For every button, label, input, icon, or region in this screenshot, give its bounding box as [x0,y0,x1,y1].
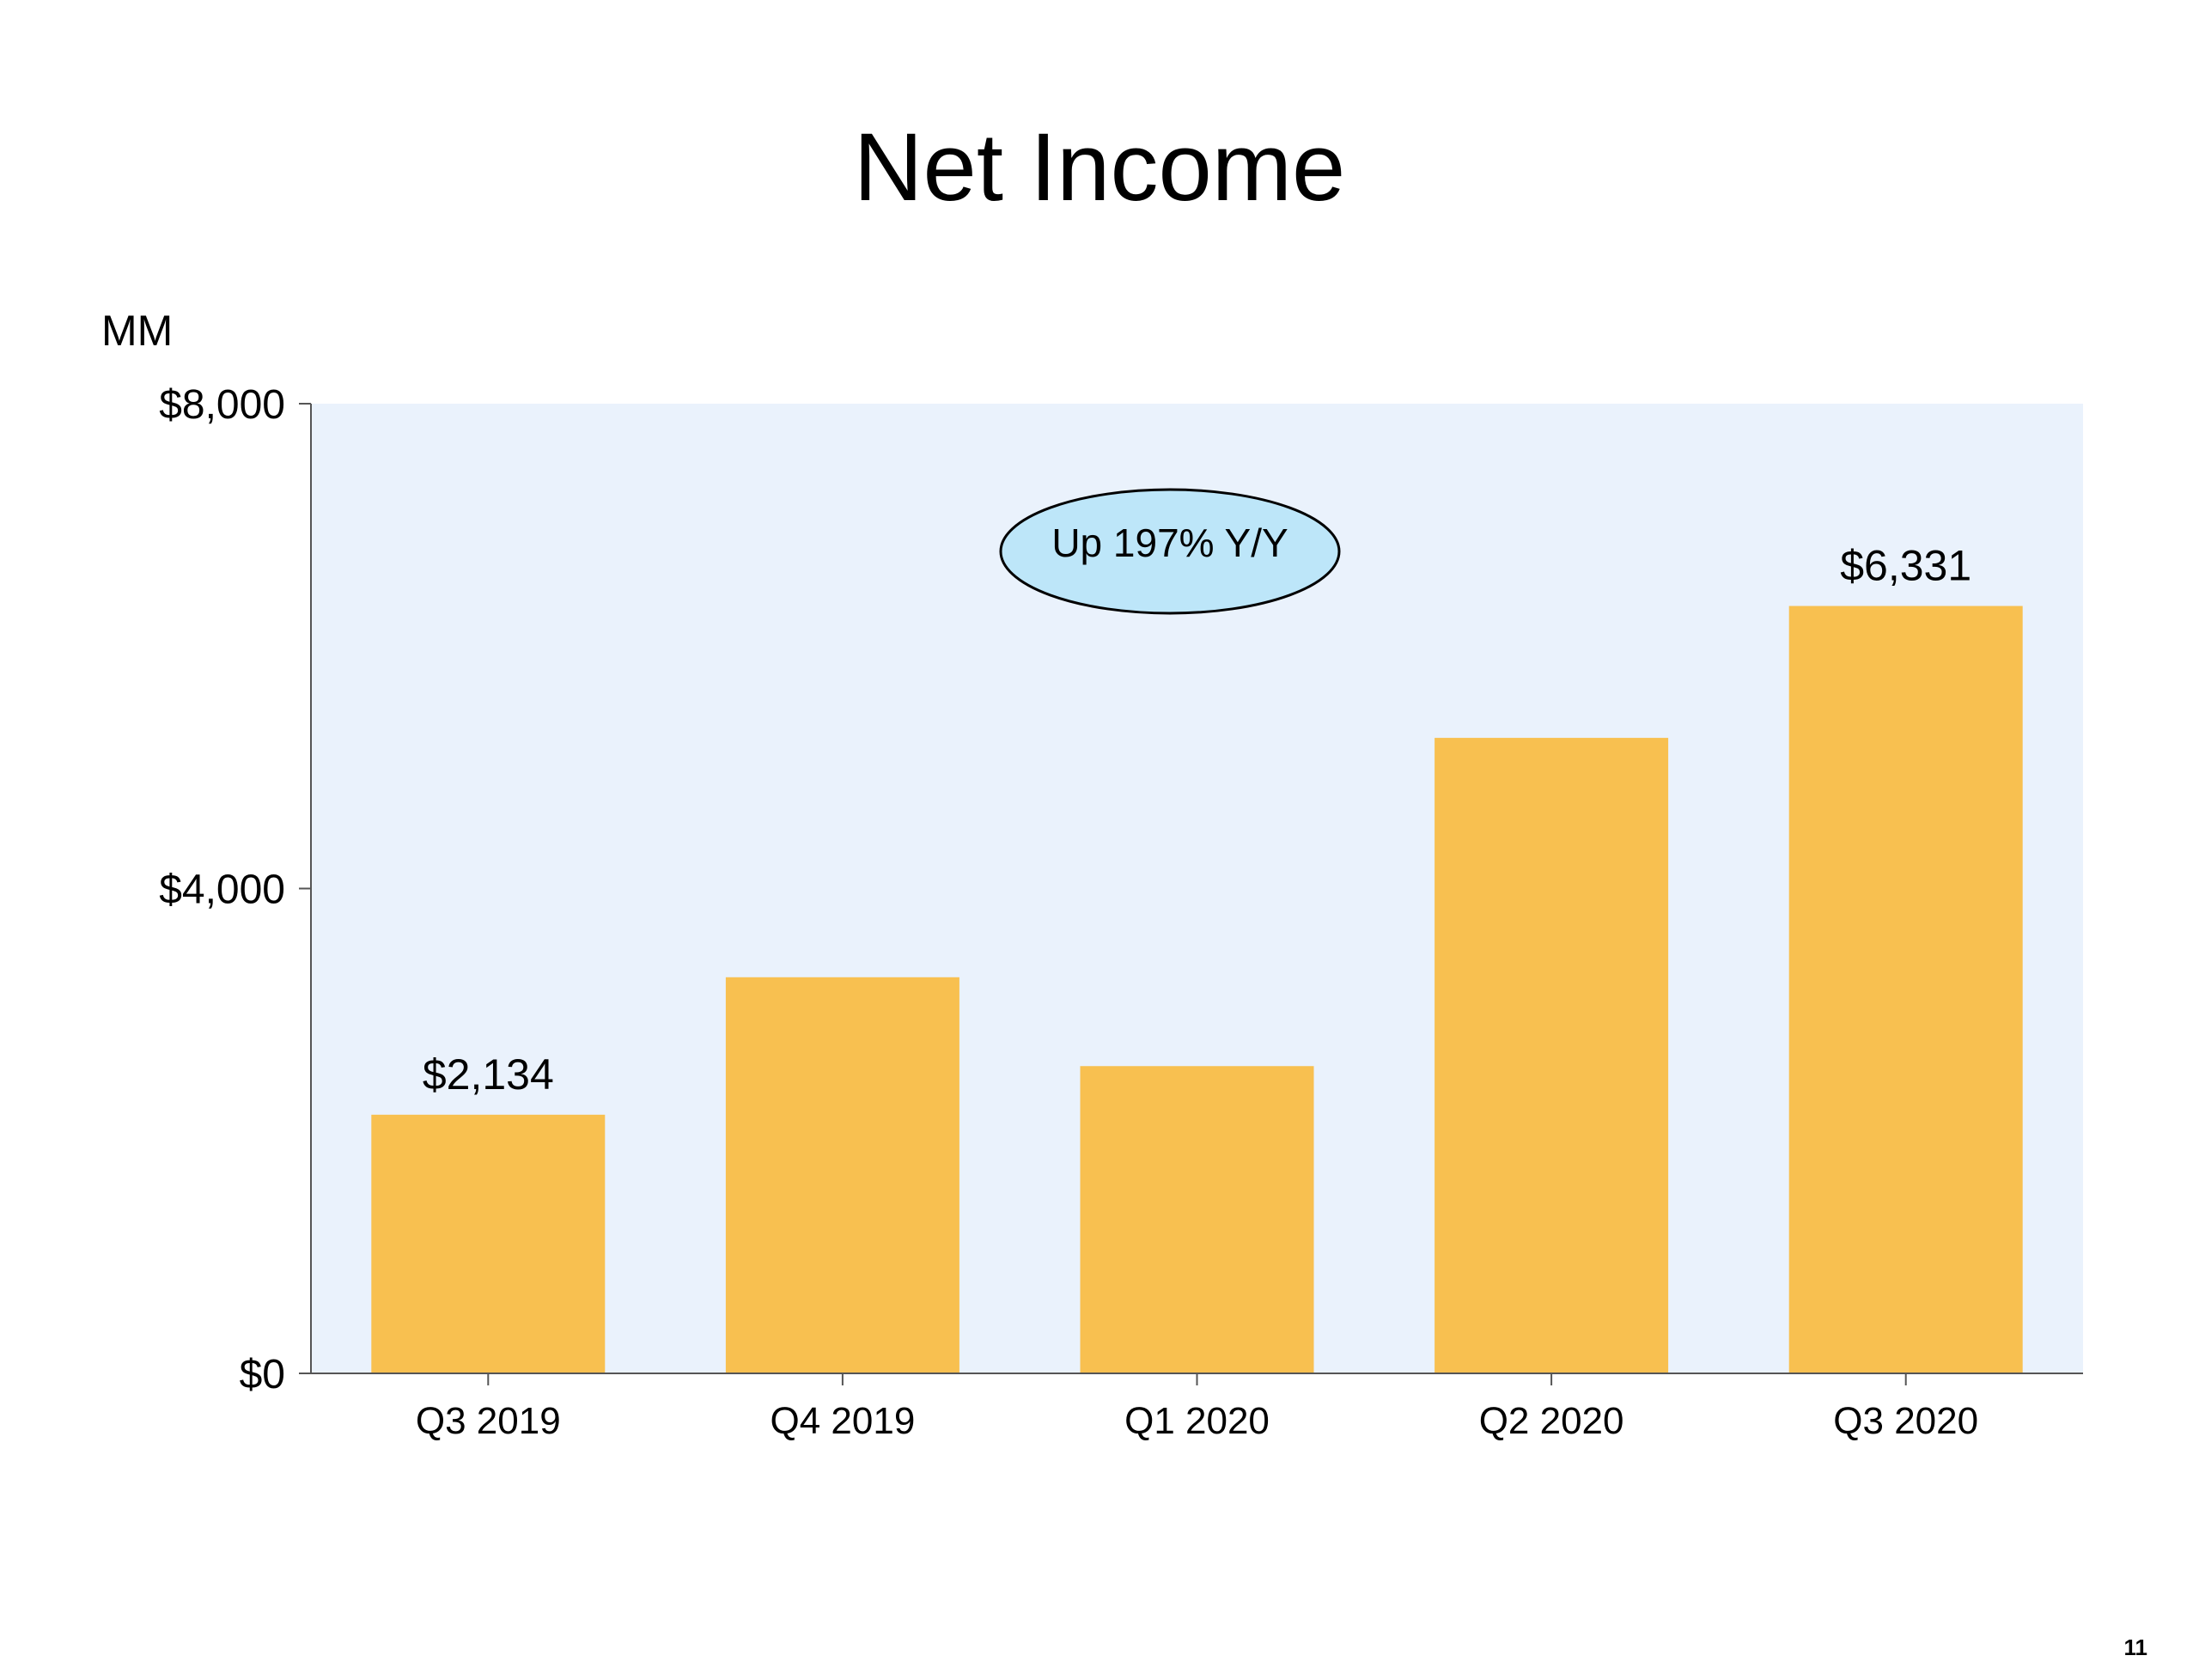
x-tick-label: Q3 2020 [1833,1400,1978,1442]
axes [299,403,2083,1385]
bar-q2-2020 [1435,738,1669,1373]
data-label: $6,331 [1840,542,1971,590]
bar-q3-2020 [1788,606,2023,1373]
bar-q3-2019 [371,1114,606,1373]
data-label: $2,134 [423,1050,554,1099]
chart-labels: $0 $4,000 $8,000 Q3 2019 $2,134 Q4 2019 Q1 202… [159,382,1978,1442]
x-tick-label: Q3 2019 [416,1400,561,1442]
bar-q4-2019 [725,977,959,1373]
page-number: 11 [2123,1634,2148,1660]
growth-callout: Up 197% Y/Y [999,488,1341,615]
callout-ellipse [999,488,1341,615]
y-tick-label: $8,000 [159,382,285,428]
x-tick-label: Q1 2020 [1124,1400,1270,1442]
x-tick-label: Q2 2020 [1479,1400,1624,1442]
y-axis-unit-label: MM [101,307,173,355]
bar-q1-2020 [1080,1066,1314,1373]
callout-text: Up 197% Y/Y [1051,520,1288,565]
bars [371,606,2023,1373]
y-tick-label: $0 [240,1352,285,1397]
x-tick-label: Q4 2019 [770,1400,915,1442]
chart-title: Net Income [853,113,1346,221]
y-tick-label: $4,000 [159,867,285,913]
